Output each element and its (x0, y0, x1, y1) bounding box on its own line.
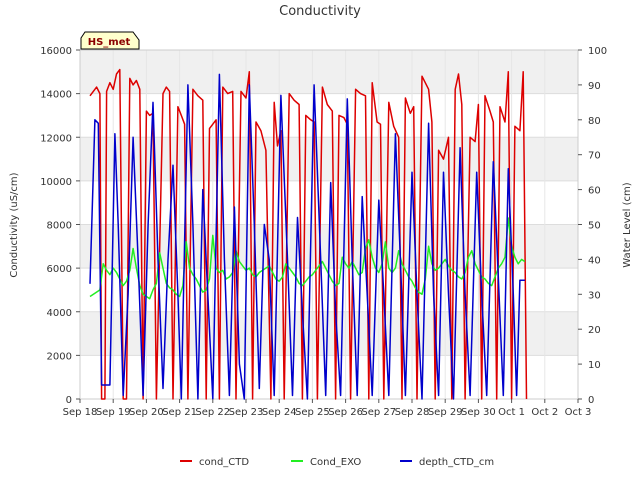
y2-tick-label: 40 (588, 255, 601, 266)
x-tick-label: Oct 3 (565, 407, 592, 418)
y2-tick-label: 20 (588, 325, 601, 336)
x-tick-label: Sep 26 (328, 407, 363, 418)
legend: cond_CTD Cond_EXO depth_CTD_cm (180, 457, 494, 468)
badge-label: HS_met (88, 37, 131, 48)
badge-shape (80, 31, 140, 50)
y-tick-label: 0 (66, 395, 72, 406)
y-tick-label: 6000 (47, 264, 72, 275)
x-tick-label: Sep 28 (395, 407, 430, 418)
x-tick-label: Sep 25 (295, 407, 330, 418)
y-tick-label: 2000 (47, 351, 72, 362)
y2-tick-label: 60 (588, 186, 601, 197)
x-tick-label: Sep 19 (96, 407, 131, 418)
y2-tick-label: 10 (588, 360, 601, 371)
legend-label: depth_CTD_cm (419, 457, 494, 468)
y2-tick-label: 50 (588, 221, 601, 232)
x-tick-label: Sep 29 (428, 407, 463, 418)
y-tick-label: 12000 (40, 133, 72, 144)
y-tick-label: 14000 (40, 90, 72, 101)
y-tick-label: 10000 (40, 177, 72, 188)
y2-tick-label: 90 (588, 81, 601, 92)
x-tick-label: Oct 1 (498, 407, 525, 418)
x-tick-label: Oct 2 (531, 407, 558, 418)
y2-tick-label: 30 (588, 290, 601, 301)
x-tick-label: Sep 18 (63, 407, 98, 418)
y2-axis-label: Water Level (cm) (622, 182, 633, 267)
y2-tick-label: 0 (588, 395, 594, 406)
x-tick-label: Sep 23 (229, 407, 264, 418)
x-tick-label: Sep 30 (461, 407, 496, 418)
x-tick-label: Sep 24 (262, 407, 297, 418)
y-axis-label: Conductivity (uS/cm) (9, 172, 20, 277)
background-band (80, 137, 578, 181)
chart-title: Conductivity (279, 4, 361, 19)
y2-tick-label: 80 (588, 116, 601, 127)
y2-tick-label: 100 (588, 46, 607, 57)
series-line-cond-exo (89, 217, 526, 300)
series-line-depth-ctd-cm (89, 73, 525, 400)
y-tick-label: 4000 (47, 308, 72, 319)
y-axis-right: 0 10 20 30 40 50 60 70 80 90 100 (578, 46, 607, 406)
x-tick-label: Sep 20 (129, 407, 164, 418)
y-tick-label: 8000 (47, 221, 72, 232)
legend-label: Cond_EXO (310, 457, 361, 468)
legend-label: cond_CTD (199, 457, 249, 468)
y-axis-left: 0 2000 4000 6000 8000 10000 12000 14000 16000 (40, 46, 80, 406)
y-tick-label: 16000 (40, 46, 72, 57)
background-band (80, 50, 578, 94)
site-badge: HS_met (80, 31, 140, 50)
y2-tick-label: 70 (588, 151, 601, 162)
x-tick-label: Sep 22 (195, 407, 230, 418)
series-layer (89, 68, 528, 400)
x-tick-label: Sep 27 (361, 407, 396, 418)
x-tick-label: Sep 21 (162, 407, 197, 418)
